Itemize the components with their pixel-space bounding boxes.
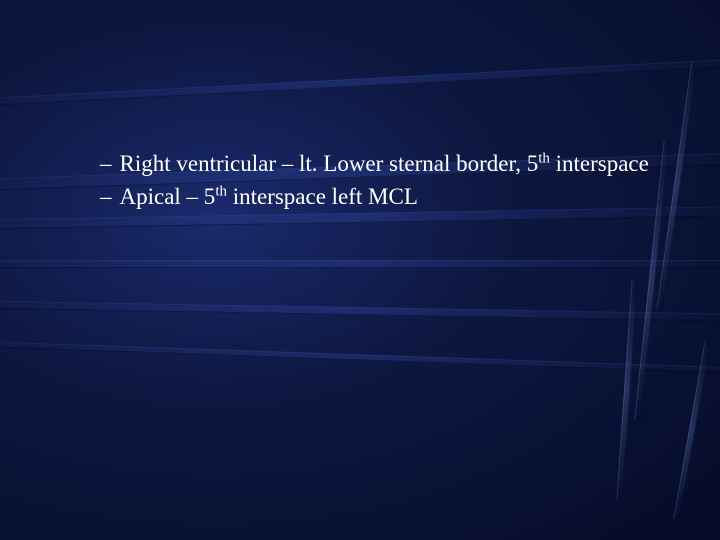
text-prefix: Apical – 5 (120, 184, 216, 209)
list-item: – Apical – 5th interspace left MCL (100, 181, 660, 212)
slide-content: – Right ventricular – lt. Lower sternal … (100, 148, 660, 214)
text-superscript: th (215, 183, 227, 199)
bg-streak (0, 300, 720, 322)
bullet-dash: – (100, 148, 112, 179)
bg-streak (0, 260, 720, 268)
text-superscript: th (538, 150, 550, 166)
bg-streak (0, 58, 720, 108)
bg-streak (0, 340, 720, 374)
list-item: – Right ventricular – lt. Lower sternal … (100, 148, 660, 179)
text-suffix: interspace left MCL (227, 184, 418, 209)
bullet-text: Apical – 5th interspace left MCL (120, 181, 661, 212)
bullet-dash: – (100, 181, 112, 212)
text-prefix: Right ventricular – lt. Lower sternal bo… (120, 151, 539, 176)
text-suffix: interspace (550, 151, 649, 176)
bullet-text: Right ventricular – lt. Lower sternal bo… (120, 148, 661, 179)
